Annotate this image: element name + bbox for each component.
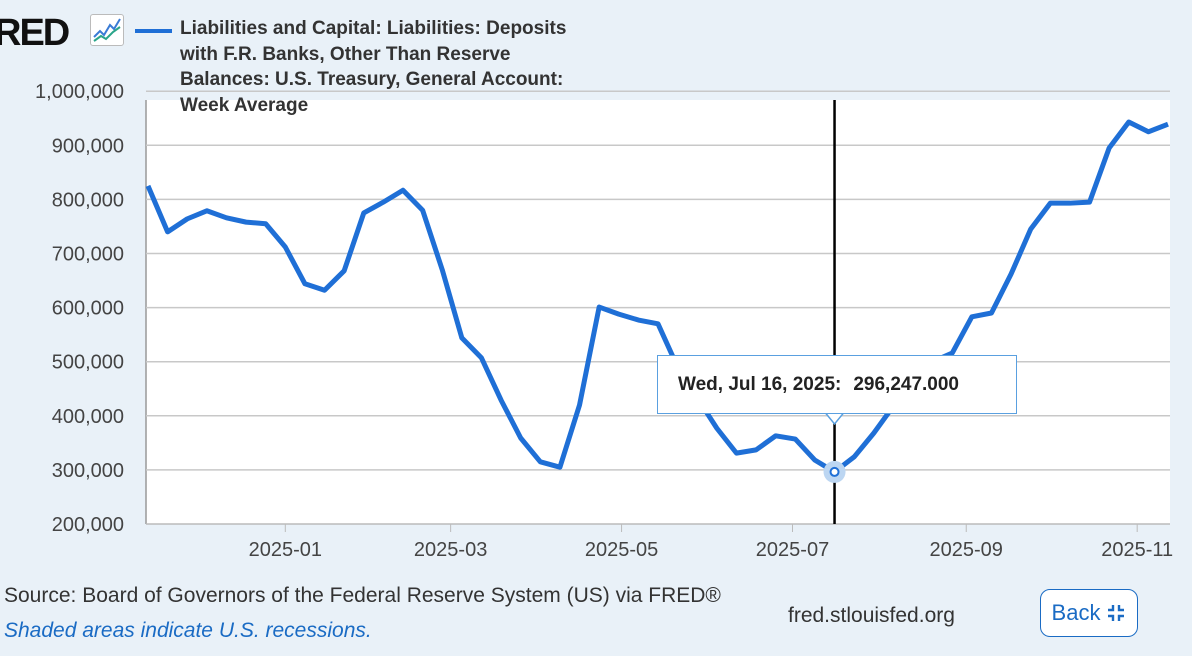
x-tick-label: 2025-03 <box>414 539 487 561</box>
x-tick-label: 2025-01 <box>249 539 322 561</box>
y-tick-label: 900,000 <box>52 135 124 157</box>
source-text: Source: Board of Governors of the Federa… <box>4 584 721 607</box>
recession-note[interactable]: Shaded areas indicate U.S. recessions. <box>4 619 372 642</box>
y-tick-label: 300,000 <box>52 460 124 482</box>
y-tick-label: 400,000 <box>52 406 124 428</box>
collapse-icon <box>1108 605 1125 621</box>
series-line <box>145 119 1169 475</box>
tooltip-value: 296,247.000 <box>853 373 960 395</box>
y-tick-label: 500,000 <box>52 352 124 374</box>
back-button[interactable]: Back <box>1040 589 1138 637</box>
legend-label: Liabilities and Capital: Liabilities: De… <box>180 18 567 116</box>
x-tick-label: 2025-09 <box>930 539 1003 561</box>
y-tick-label: 200,000 <box>52 514 124 536</box>
y-tick-label: 600,000 <box>52 298 124 320</box>
y-tick-label: 800,000 <box>52 189 124 211</box>
fred-logo[interactable]: RED <box>0 12 70 54</box>
y-tick-label: 1,000,000 <box>35 81 124 103</box>
chart-line-icon[interactable] <box>90 14 124 46</box>
tooltip-date: Wed, Jul 16, 2025: <box>678 373 842 395</box>
x-tick-label: 2025-11 <box>1101 539 1173 561</box>
y-tick-label: 700,000 <box>52 244 124 266</box>
x-tick-label: 2025-07 <box>756 539 829 561</box>
hover-point <box>829 466 840 477</box>
tooltip: Wed, Jul 16, 2025: 296,247.000 <box>657 355 1017 414</box>
plot-area <box>146 100 1170 524</box>
site-link[interactable]: fred.stlouisfed.org <box>788 604 955 627</box>
back-label: Back <box>1051 600 1101 625</box>
x-tick-label: 2025-05 <box>585 539 658 561</box>
legend-swatch <box>135 29 172 33</box>
